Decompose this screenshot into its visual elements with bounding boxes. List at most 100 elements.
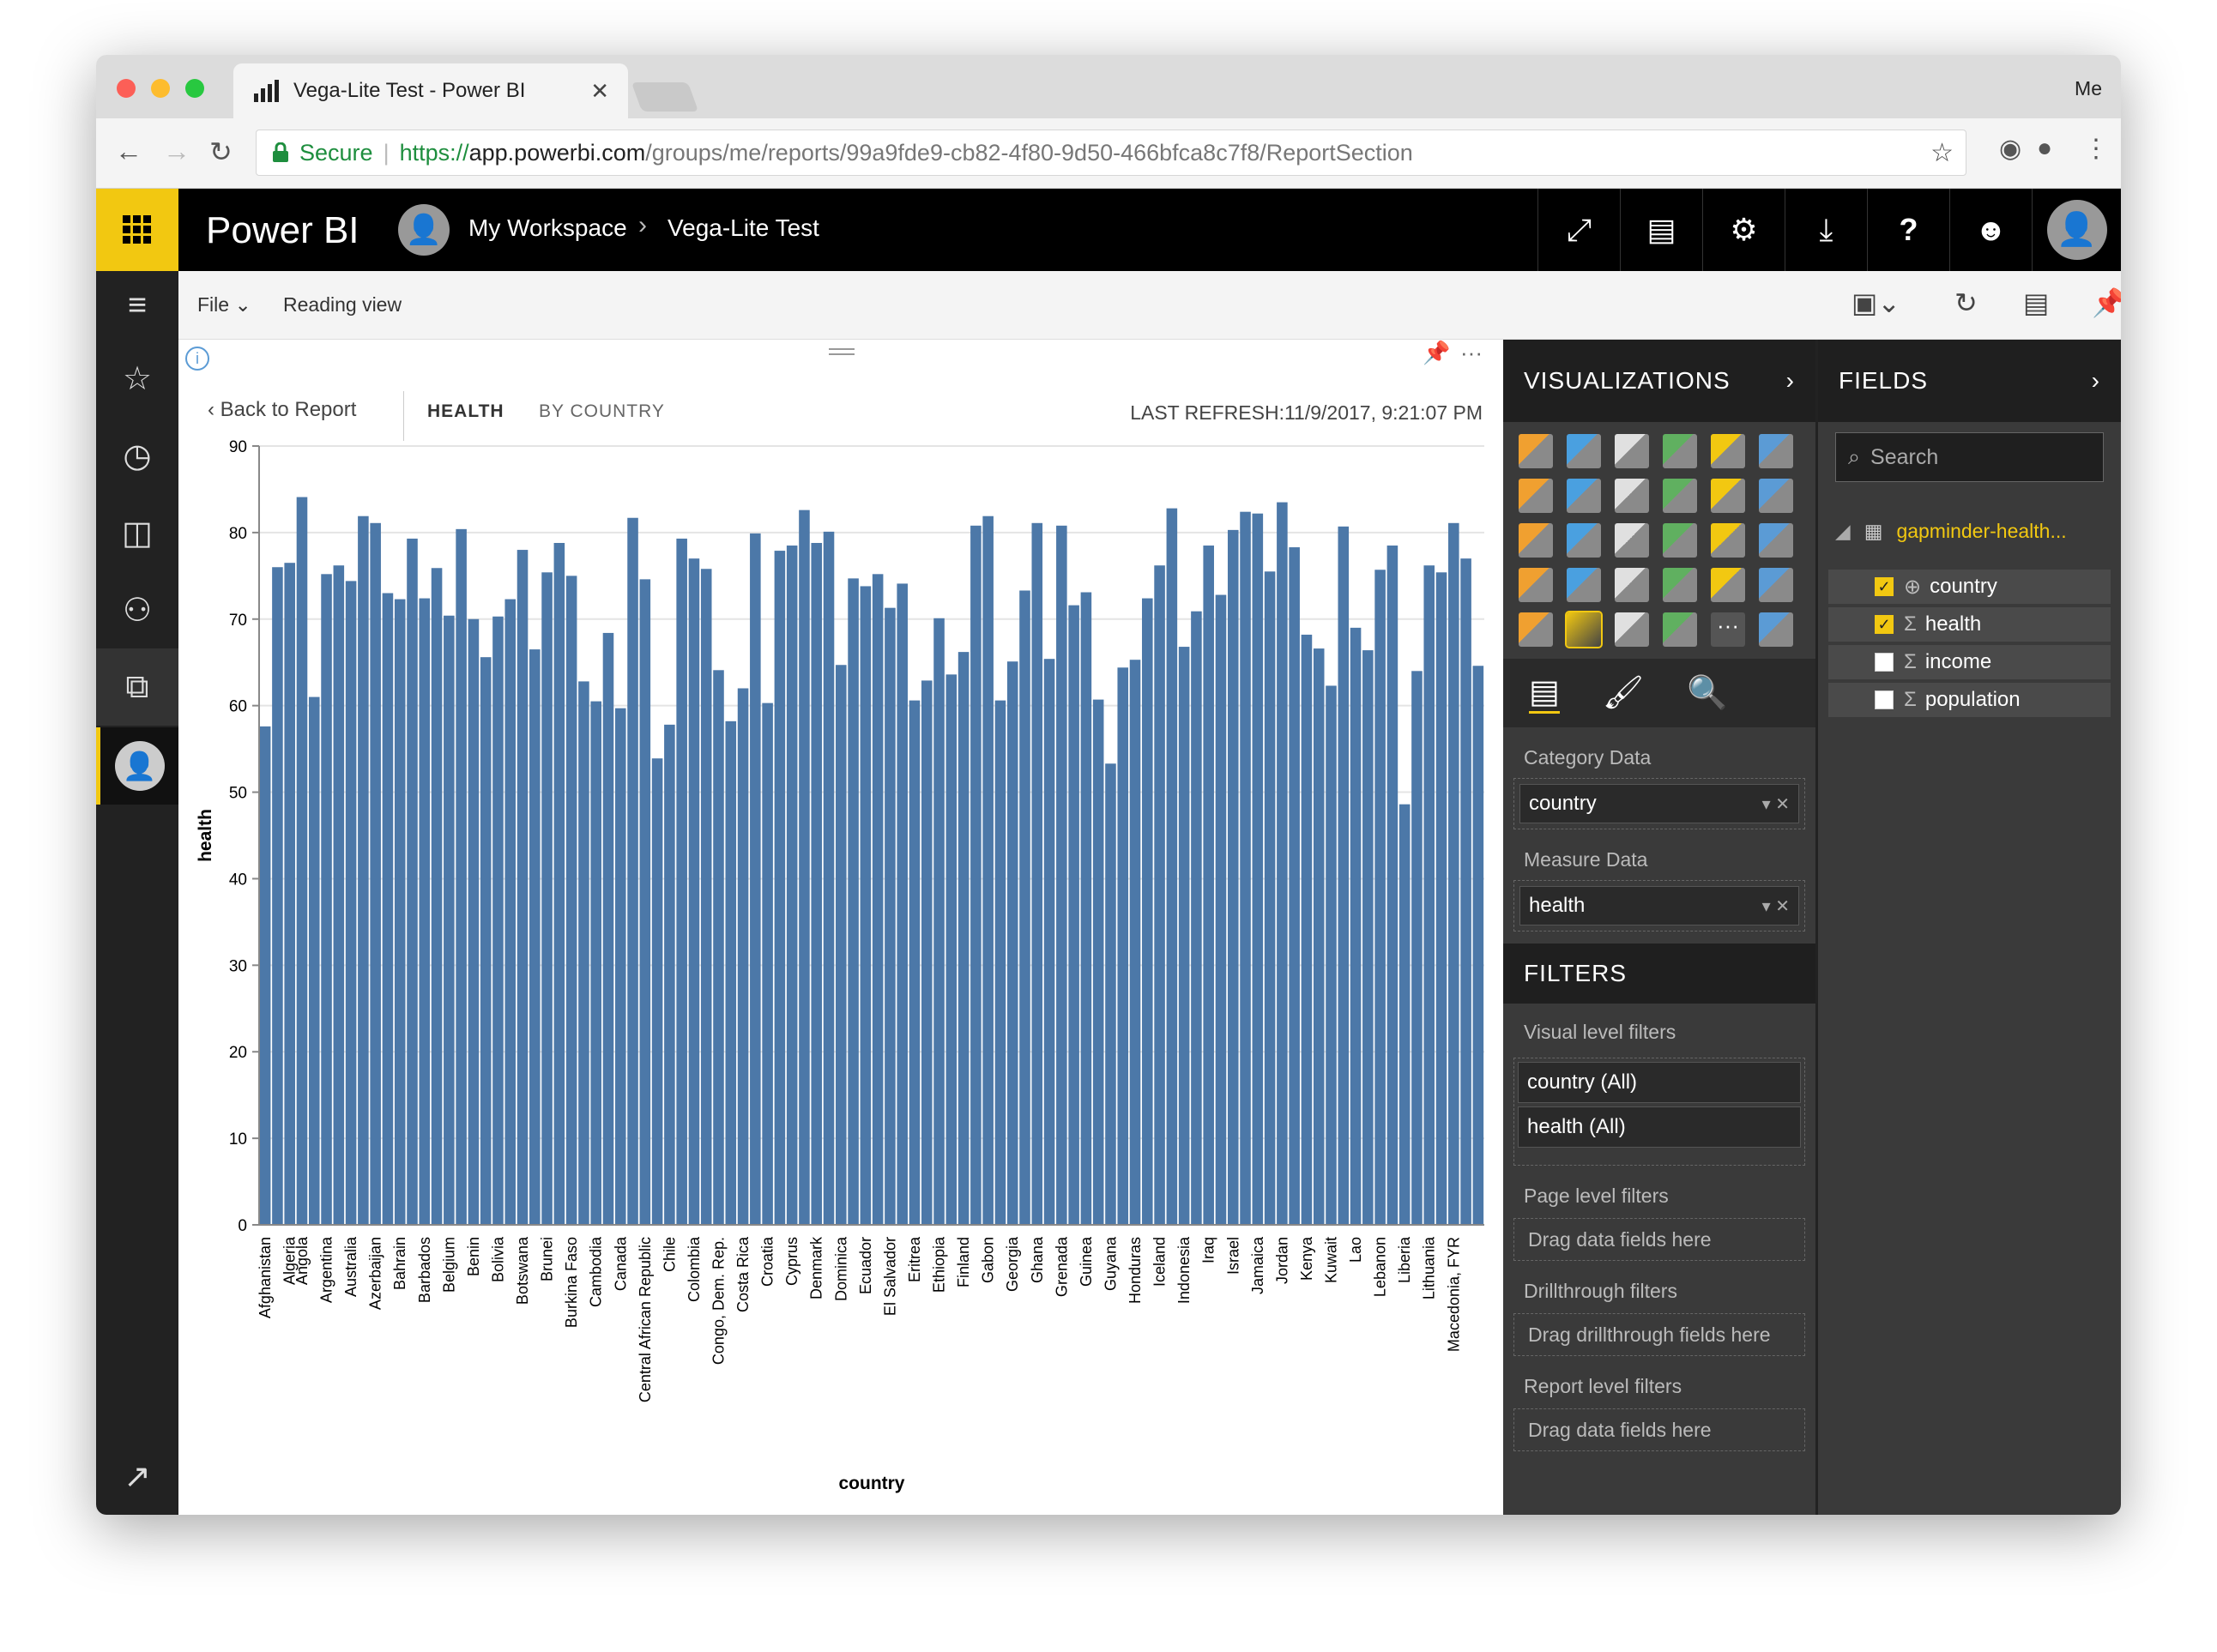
settings-gear-icon[interactable]: ⚙ — [1702, 189, 1785, 271]
apps-icon[interactable]: ◫ — [122, 515, 153, 552]
visual-type-icon[interactable] — [1519, 612, 1553, 647]
back-arrow-icon[interactable]: ← — [115, 136, 142, 166]
visual-type-icon[interactable] — [1711, 479, 1745, 513]
pin-visual-icon[interactable]: 📌 — [1423, 340, 1451, 365]
visual-type-icon[interactable] — [1565, 611, 1603, 648]
field-item-country[interactable]: ✓ ⊕ country — [1828, 570, 2111, 604]
visual-type-icon[interactable] — [1759, 523, 1793, 558]
report-filter-drop-zone[interactable]: Drag data fields here — [1513, 1408, 1805, 1451]
visual-type-icon[interactable] — [1759, 479, 1793, 513]
minimize-window-button[interactable] — [151, 79, 170, 98]
reading-view-button[interactable]: Reading view — [283, 293, 402, 316]
visual-type-icon[interactable] — [1615, 568, 1649, 602]
format-paint-roller-icon[interactable]: 🖌 — [1602, 675, 1645, 711]
visual-type-icon[interactable] — [1711, 434, 1745, 468]
visual-type-icon[interactable] — [1663, 612, 1697, 647]
user-account-button[interactable]: 👤 — [2032, 189, 2121, 271]
analytics-magnifier-icon[interactable]: 🔍 — [1687, 675, 1728, 711]
field-checkbox[interactable]: ✓ — [1875, 577, 1894, 596]
visual-type-icon[interactable] — [1519, 523, 1553, 558]
forward-arrow-icon[interactable]: → — [163, 136, 190, 166]
refresh-icon[interactable]: ↻ — [1954, 287, 1978, 318]
field-checkbox[interactable] — [1875, 690, 1894, 709]
view-mode-icon[interactable]: ▣⌄ — [1852, 287, 1901, 318]
visual-type-icon[interactable] — [1663, 523, 1697, 558]
profile-label[interactable]: Me — [2075, 77, 2102, 99]
hamburger-menu-icon[interactable]: ≡ — [127, 286, 148, 323]
close-tab-icon[interactable]: ✕ — [590, 77, 609, 104]
field-checkbox[interactable]: ✓ — [1875, 615, 1894, 634]
country-filter[interactable]: country (All) — [1518, 1062, 1801, 1103]
shared-with-me-icon[interactable]: ⚇ — [122, 592, 153, 629]
help-icon[interactable]: ? — [1867, 189, 1949, 271]
reload-icon[interactable]: ↻ — [209, 136, 233, 167]
visual-type-icon[interactable] — [1567, 568, 1601, 602]
back-to-report-link[interactable]: ‹ Back to Report — [208, 398, 357, 421]
field-label: income — [1924, 650, 1992, 673]
drag-handle-icon[interactable] — [829, 348, 855, 355]
browser-tab[interactable]: Vega-Lite Test - Power BI ✕ — [233, 63, 628, 118]
visualizations-header[interactable]: VISUALIZATIONS › — [1503, 340, 1815, 422]
bookmark-star-icon[interactable]: ☆ — [1930, 138, 1954, 167]
bar — [259, 726, 271, 1225]
visual-type-icon[interactable] — [1519, 434, 1553, 468]
health-filter[interactable]: health (All) — [1518, 1106, 1801, 1148]
fields-header[interactable]: FIELDS › — [1818, 340, 2121, 422]
breadcrumb-report[interactable]: Vega-Lite Test — [668, 214, 819, 241]
my-workspace-nav[interactable]: 👤 — [96, 727, 178, 805]
field-checkbox[interactable] — [1875, 653, 1894, 672]
visual-type-icon[interactable] — [1711, 523, 1745, 558]
info-icon[interactable]: i — [185, 347, 209, 371]
comment-icon[interactable]: ▤ — [1620, 189, 1702, 271]
visual-type-icon[interactable] — [1615, 612, 1649, 647]
fields-search[interactable]: ⌕ Search — [1835, 432, 2104, 482]
visual-type-icon[interactable] — [1615, 523, 1649, 558]
visual-type-icon[interactable] — [1567, 434, 1601, 468]
file-menu[interactable]: File ⌄ — [197, 293, 251, 316]
visual-type-icon[interactable] — [1663, 479, 1697, 513]
more-visuals-icon[interactable]: ··· — [1711, 612, 1745, 647]
download-icon[interactable]: ⤓ — [1785, 189, 1867, 271]
x-tick-label: Liberia — [1396, 1236, 1413, 1283]
visual-type-icon[interactable] — [1759, 568, 1793, 602]
github-icon[interactable]: ● — [2037, 134, 2053, 162]
visual-type-icon[interactable] — [1567, 479, 1601, 513]
visual-type-icon[interactable] — [1615, 434, 1649, 468]
visual-type-icon[interactable] — [1615, 479, 1649, 513]
fullscreen-icon[interactable]: ⤢ — [1537, 189, 1620, 271]
page-filter-drop-zone[interactable]: Drag data fields here — [1513, 1218, 1805, 1261]
fields-tab-icon[interactable]: ▤ — [1529, 672, 1560, 714]
visual-type-icon[interactable] — [1519, 479, 1553, 513]
save-icon[interactable]: ▤ — [2023, 287, 2050, 318]
recent-clock-icon[interactable]: ◷ — [123, 437, 152, 474]
visual-type-icon[interactable] — [1567, 523, 1601, 558]
close-window-button[interactable] — [117, 79, 136, 98]
visual-type-icon[interactable] — [1663, 568, 1697, 602]
url-field[interactable]: Secure | https:// app.powerbi.com /group… — [256, 130, 1966, 176]
visual-more-icon[interactable]: ··· — [1460, 340, 1483, 365]
visual-type-icon[interactable] — [1759, 434, 1793, 468]
pin-icon[interactable]: 📌 — [2092, 287, 2121, 318]
table-row[interactable]: ◢ ▦ gapminder-health... — [1818, 492, 2121, 570]
breadcrumb-workspace[interactable]: My Workspace — [468, 214, 627, 241]
new-tab-button[interactable] — [631, 82, 699, 112]
favorites-star-icon[interactable]: ☆ — [122, 360, 153, 397]
zoom-window-button[interactable] — [185, 79, 204, 98]
category-well[interactable]: country ▾ ✕ — [1519, 784, 1799, 823]
visual-type-icon[interactable] — [1759, 612, 1793, 647]
drillthrough-drop-zone[interactable]: Drag drillthrough fields here — [1513, 1313, 1805, 1356]
workspaces-icon[interactable]: ⧉ — [96, 648, 178, 726]
bar — [1056, 525, 1067, 1225]
app-launcher-button[interactable] — [96, 189, 178, 271]
browser-menu-icon[interactable]: ⋮ — [2083, 135, 2109, 163]
visual-type-icon[interactable] — [1519, 568, 1553, 602]
get-data-arrow-icon[interactable]: ↗ — [124, 1458, 151, 1495]
visual-type-icon[interactable] — [1663, 434, 1697, 468]
feedback-smiley-icon[interactable]: ☻ — [1949, 189, 2032, 271]
extension-icon[interactable]: ◉ — [1999, 135, 2022, 163]
measure-well[interactable]: health ▾ ✕ — [1519, 886, 1799, 925]
visual-type-icon[interactable] — [1711, 568, 1745, 602]
